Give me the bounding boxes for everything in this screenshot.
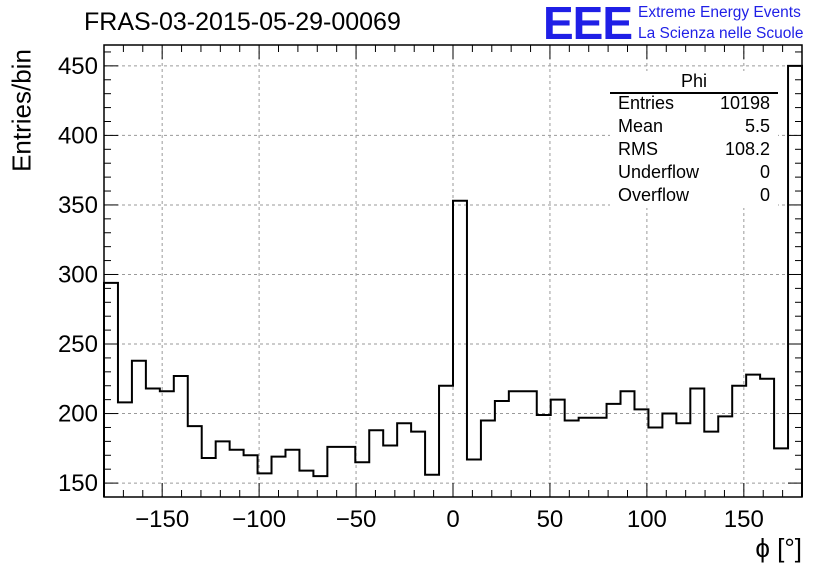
x-tick-label: 0 <box>446 506 459 533</box>
histogram-bin <box>313 476 327 497</box>
histogram-bin <box>467 459 481 497</box>
histogram-bin <box>230 450 244 497</box>
histogram-bin <box>593 418 607 497</box>
histogram-bin <box>174 376 188 497</box>
histogram-bin <box>327 447 341 497</box>
histogram-bin <box>244 455 258 497</box>
histogram-bin <box>425 475 439 497</box>
histogram-bin <box>132 361 146 497</box>
histogram-bin <box>481 421 495 497</box>
histogram-bin <box>495 401 509 497</box>
y-tick-label: 150 <box>58 470 98 497</box>
plot-frame <box>103 44 803 498</box>
x-axis-label: ϕ [°] <box>755 533 802 563</box>
histogram-bin <box>258 473 272 497</box>
histogram-bin <box>732 386 746 497</box>
histogram-bin <box>634 409 648 497</box>
stats-title: Phi <box>680 71 707 91</box>
histogram-bin <box>676 423 690 497</box>
x-tick-label: −50 <box>336 506 377 533</box>
histogram-bin <box>509 391 523 497</box>
histogram-bin <box>523 391 537 497</box>
y-tick-label: 300 <box>58 261 98 288</box>
histogram-bin <box>579 418 593 497</box>
histogram-bin <box>411 432 425 497</box>
stats-box: Phi Entries 10198 Mean 5.5 RMS 108.2 Und… <box>610 71 778 208</box>
y-tick-label: 250 <box>58 331 98 358</box>
histogram-bin <box>690 389 704 497</box>
histogram-bin <box>146 389 160 497</box>
stats-value: 0 <box>759 162 770 182</box>
histogram-bin <box>439 386 453 497</box>
histogram-bin <box>704 432 718 497</box>
stats-value: 10198 <box>719 93 770 113</box>
histogram-bin <box>188 426 202 497</box>
eee-logo: EEE <box>543 0 633 49</box>
stats-row-overflow: Overflow 0 <box>618 185 770 207</box>
histogram-bin <box>299 471 313 497</box>
histogram-bin <box>104 283 118 497</box>
histogram-bin <box>551 400 565 497</box>
stats-value: 108.2 <box>724 139 770 159</box>
stats-label: Overflow <box>618 185 690 205</box>
histogram-bin <box>662 414 676 497</box>
stats-label: Underflow <box>618 162 700 182</box>
histogram-bin <box>537 415 551 497</box>
stats-label: Entries <box>618 93 675 113</box>
stats-row-rms: RMS 108.2 <box>618 139 770 161</box>
histogram-bin <box>272 457 286 497</box>
logo-line-1: Extreme Energy Events <box>638 4 801 21</box>
histogram-bin <box>202 458 216 497</box>
histogram-bin <box>788 66 802 497</box>
histogram-bin <box>341 447 355 497</box>
histogram-bin <box>760 379 774 497</box>
y-tick-label: 200 <box>58 401 98 428</box>
histogram-bin <box>718 416 732 497</box>
histogram-bin <box>648 427 662 497</box>
histogram-bin <box>355 462 369 497</box>
histogram-bin <box>160 391 174 497</box>
stats-row-mean: Mean 5.5 <box>618 116 770 138</box>
x-tick-label: −100 <box>232 506 286 533</box>
histogram-outline <box>103 64 803 497</box>
histogram-bin <box>216 441 230 497</box>
histogram-bin <box>383 446 397 497</box>
histogram-bin <box>397 423 411 497</box>
x-tick-label: 150 <box>724 506 764 533</box>
y-tick-label: 350 <box>58 192 98 219</box>
histogram-bin <box>118 402 132 497</box>
x-tick-label: 100 <box>627 506 667 533</box>
histogram-bin <box>565 421 579 497</box>
histogram-bin <box>453 201 467 497</box>
stats-value: 5.5 <box>744 116 770 136</box>
histogram-bin <box>774 448 788 497</box>
histogram-bin <box>746 375 760 497</box>
histogram-bin <box>369 430 383 497</box>
x-tick-label: −150 <box>135 506 189 533</box>
stats-row-entries: Entries 10198 <box>618 93 770 115</box>
y-axis-label: Entries/bin <box>6 49 37 172</box>
histogram-bin <box>621 391 635 497</box>
x-tick-label: 50 <box>537 506 564 533</box>
stats-divider <box>610 92 778 94</box>
y-tick-label: 400 <box>58 122 98 149</box>
stats-value: 0 <box>759 185 770 205</box>
stats-row-underflow: Underflow 0 <box>618 162 770 184</box>
stats-label: Mean <box>618 116 664 136</box>
chart-title: FRAS-03-2015-05-29-00069 <box>84 8 401 36</box>
stats-label: RMS <box>618 139 658 159</box>
histogram-bin <box>607 404 621 497</box>
logo-line-2: La Scienza nelle Scuole <box>638 25 804 42</box>
histogram-bin <box>285 450 299 497</box>
y-tick-label: 450 <box>58 53 98 80</box>
